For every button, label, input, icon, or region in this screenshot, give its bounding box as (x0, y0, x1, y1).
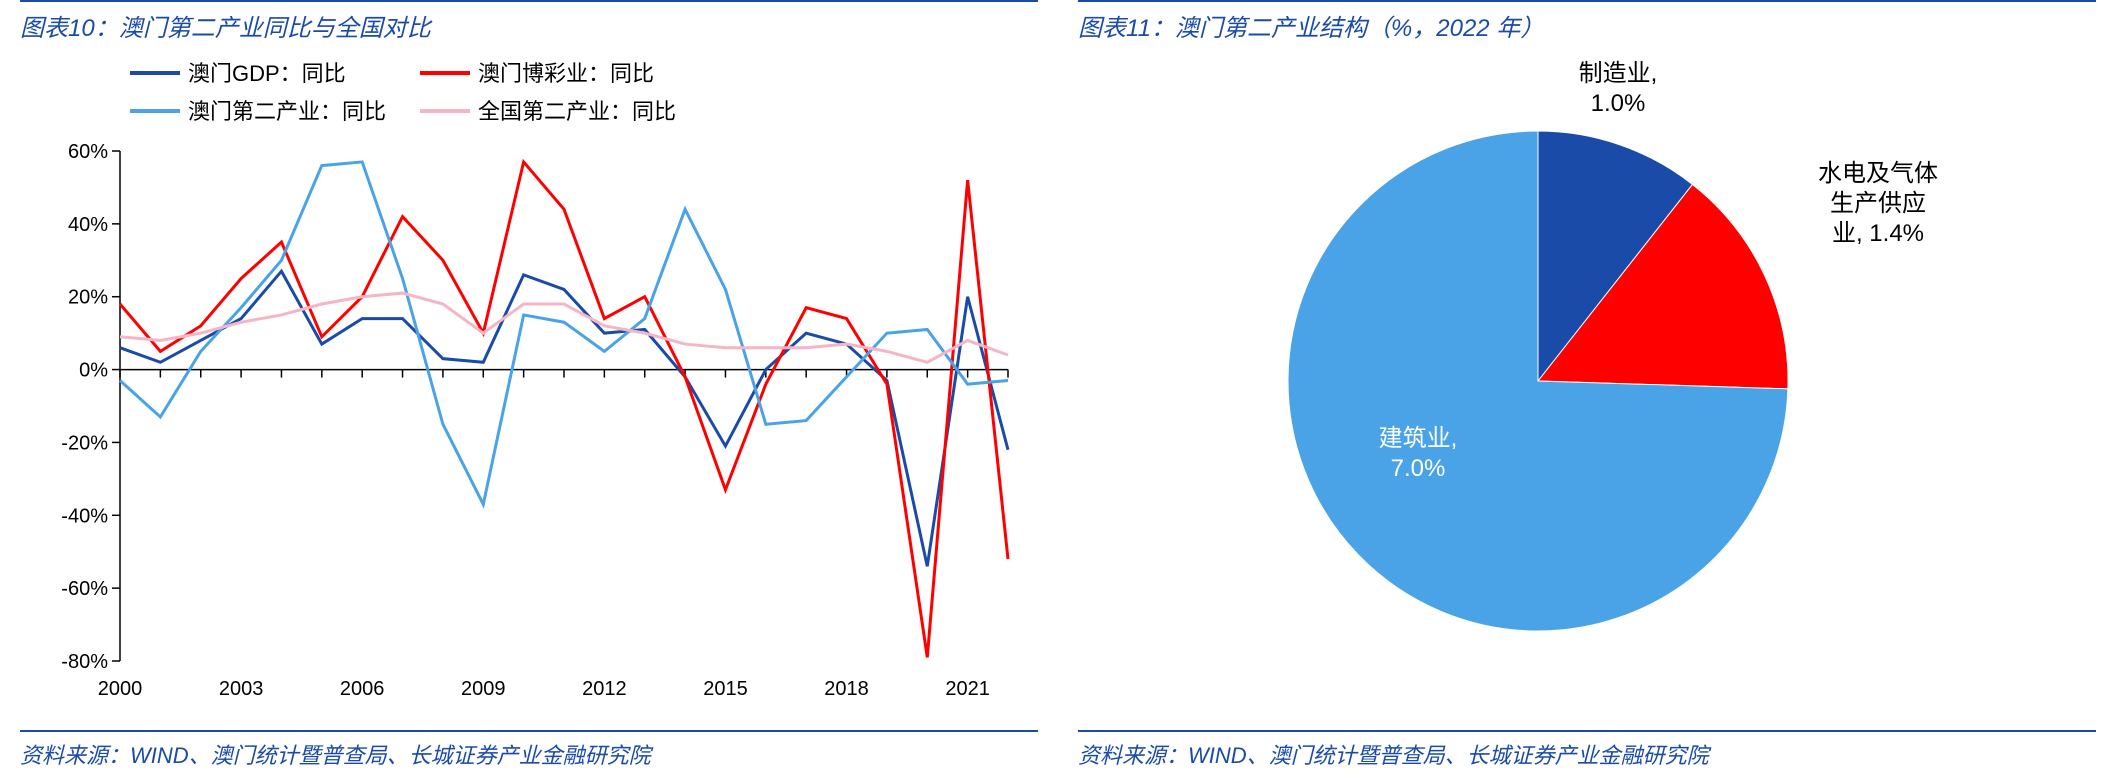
left-panel: 图表10：澳门第二产业同比与全国对比 澳门GDP：同比 澳门博彩业：同比澳门第二产… (0, 0, 1058, 774)
left-chart-zone: 澳门GDP：同比 澳门博彩业：同比澳门第二产业：同比 全国第二产业：同比 -80% -6… (20, 51, 1038, 730)
left-title-bar: 图表10：澳门第二产业同比与全国对比 (20, 0, 1038, 51)
left-title: 图表10：澳门第二产业同比与全国对比 (20, 8, 1038, 43)
left-source: 资料来源：WIND、澳门统计暨普查局、长城证券产业金融研究院 (20, 738, 1038, 770)
svg-text:40%: 40% (68, 214, 108, 236)
svg-text:澳门博彩业：同比: 澳门博彩业：同比 (478, 61, 654, 86)
svg-text:2015: 2015 (703, 678, 748, 700)
right-footer: 资料来源：WIND、澳门统计暨普查局、长城证券产业金融研究院 (1078, 730, 2096, 774)
svg-text:20%: 20% (68, 287, 108, 309)
svg-text:澳门第二产业：同比: 澳门第二产业：同比 (188, 99, 386, 124)
svg-text:2021: 2021 (945, 678, 990, 700)
svg-text:-40%: -40% (61, 505, 108, 527)
svg-text:7.0%: 7.0% (1391, 455, 1446, 482)
svg-text:60%: 60% (68, 141, 108, 163)
svg-text:澳门GDP：同比: 澳门GDP：同比 (188, 61, 346, 86)
pie-chart: 制造业, 1.0% 水电及气体生产供应业, 1.4% 建筑业, 7.0% (1078, 51, 2096, 711)
right-source: 资料来源：WIND、澳门统计暨普查局、长城证券产业金融研究院 (1078, 738, 2096, 770)
svg-text:业, 1.4%: 业, 1.4% (1832, 220, 1924, 247)
line-chart: 澳门GDP：同比 澳门博彩业：同比澳门第二产业：同比 全国第二产业：同比 -80% -6… (20, 51, 1038, 711)
right-panel: 图表11：澳门第二产业结构（%，2022 年） 制造业, 1.0% 水电及气体生产供… (1058, 0, 2116, 774)
svg-text:2000: 2000 (98, 678, 143, 700)
svg-text:2018: 2018 (824, 678, 869, 700)
right-title-bar: 图表11：澳门第二产业结构（%，2022 年） (1078, 0, 2096, 51)
svg-text:建筑业,: 建筑业, (1379, 425, 1458, 452)
svg-text:制造业,: 制造业, (1579, 60, 1658, 87)
right-chart-zone: 制造业, 1.0% 水电及气体生产供应业, 1.4% 建筑业, 7.0% (1078, 51, 2096, 730)
left-footer: 资料来源：WIND、澳门统计暨普查局、长城证券产业金融研究院 (20, 730, 1038, 774)
svg-text:0%: 0% (79, 360, 108, 382)
svg-text:2006: 2006 (340, 678, 385, 700)
svg-text:1.0%: 1.0% (1591, 90, 1646, 117)
svg-text:-20%: -20% (61, 432, 108, 454)
svg-text:2009: 2009 (461, 678, 506, 700)
svg-text:-60%: -60% (61, 578, 108, 600)
svg-text:水电及气体: 水电及气体 (1818, 160, 1938, 187)
svg-text:2003: 2003 (219, 678, 264, 700)
svg-text:全国第二产业：同比: 全国第二产业：同比 (478, 99, 676, 124)
right-title: 图表11：澳门第二产业结构（%，2022 年） (1078, 8, 2096, 43)
svg-text:生产供应: 生产供应 (1830, 190, 1926, 217)
svg-text:2012: 2012 (582, 678, 627, 700)
svg-text:-80%: -80% (61, 651, 108, 673)
